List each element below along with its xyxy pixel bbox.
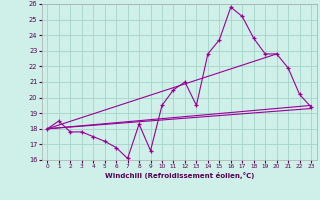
X-axis label: Windchill (Refroidissement éolien,°C): Windchill (Refroidissement éolien,°C): [105, 172, 254, 179]
